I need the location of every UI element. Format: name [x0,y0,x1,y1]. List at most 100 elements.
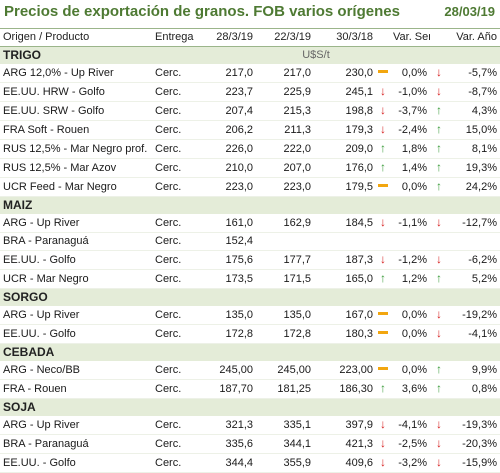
price-current: 135,0 [208,306,256,325]
price-week-ago: 215,3 [256,101,314,121]
arrow-up-icon: ↑ [436,362,442,376]
arrow-up-icon: ↑ [436,271,442,285]
weekly-trend-indicator-cell: ↑ [430,361,448,380]
yearly-change: -5,7% [448,64,500,83]
weekly-change: -2,4% [390,120,430,140]
table-row: RUS 12,5% - Mar Azov Cerc. 210,0 207,0 176,0… [0,158,500,178]
weekly-change: -1,1% [390,214,430,233]
price-year-ago: 176,0 [314,158,376,178]
price-year-ago: 223,00 [314,361,376,380]
table-row: EE.UU. - Golfo Cerc. 172,8 172,8 180,3 0,0% ↓ -… [0,324,500,344]
price-year-ago: 184,5 [314,214,376,233]
weekly-change: 3,6% [390,379,430,399]
weekly-change: 1,4% [390,158,430,178]
yearly-change: -20,3% [448,434,500,454]
unchanged-dash-icon [378,331,388,335]
col-header-date2: 22/3/19 [256,28,314,47]
price-year-ago: 179,3 [314,120,376,140]
product-name: BRA - Paranaguá [0,232,152,251]
weekly-change: -4,1% [390,416,430,435]
table-row: UCR - Mar Negro Cerc. 173,5 171,5 165,0 ↑ 1,2%… [0,269,500,289]
price-year-ago: 179,5 [314,177,376,197]
yearly-change: -8,7% [448,82,500,102]
year-price-indicator-cell [376,361,390,380]
weekly-trend-indicator-cell: ↑ [430,101,448,121]
table-row: BRA - Paranaguá Cerc. 152,4 [0,232,500,251]
price-week-ago: 211,3 [256,120,314,140]
arrow-down-icon: ↓ [436,417,442,431]
table-row: EE.UU. - Golfo Cerc. 175,6 177,7 187,3 ↓ -1,2%… [0,250,500,270]
delivery: Cerc. [152,416,208,435]
product-name: FRA - Rouen [0,379,152,399]
table-row: ARG 12,0% - Up River Cerc. 217,0 217,0 230,0… [0,64,500,83]
arrow-down-icon: ↓ [380,417,386,431]
section-filler [376,196,500,214]
arrow-up-icon: ↑ [436,141,442,155]
price-year-ago [314,232,376,251]
yearly-change: -15,9% [448,453,500,473]
price-week-ago: 171,5 [256,269,314,289]
price-current: 187,70 [208,379,256,399]
product-name: EE.UU. SRW - Golfo [0,101,152,121]
unchanged-dash-icon [378,367,388,371]
weekly-trend-indicator-cell: ↓ [430,324,448,344]
col-header-date3: 30/3/18 [314,28,376,47]
report-date: 28/03/19 [444,4,495,19]
price-current: 172,8 [208,324,256,344]
arrow-down-icon: ↓ [436,436,442,450]
product-name: BRA - Paranaguá [0,434,152,454]
year-price-indicator-cell: ↑ [376,139,390,159]
table-row: RUS 12,5% - Mar Negro prof. Cerc. 226,0 222… [0,139,500,159]
section-filler [376,343,500,361]
arrow-down-icon: ↓ [436,215,442,229]
table-row: UCR Feed - Mar Negro Cerc. 223,0 223,0 179,5… [0,177,500,197]
delivery: Cerc. [152,139,208,159]
yearly-change: -19,3% [448,416,500,435]
price-week-ago: 225,9 [256,82,314,102]
table-row: EE.UU. HRW - Golfo Cerc. 223,7 225,9 245,1 ↓ -… [0,82,500,102]
price-year-ago: 409,6 [314,453,376,473]
weekly-trend-indicator-cell: ↑ [430,120,448,140]
year-price-indicator-cell: ↓ [376,416,390,435]
section-filler [376,46,500,64]
weekly-trend-indicator-cell: ↓ [430,416,448,435]
section-title: SORGO [0,288,256,306]
arrow-down-icon: ↓ [436,84,442,98]
unit-label [256,343,376,361]
price-current: 226,0 [208,139,256,159]
delivery: Cerc. [152,306,208,325]
weekly-trend-indicator-cell: ↓ [430,64,448,83]
delivery: Cerc. [152,101,208,121]
price-year-ago: 167,0 [314,306,376,325]
price-week-ago: 223,0 [256,177,314,197]
price-week-ago: 135,0 [256,306,314,325]
price-week-ago: 177,7 [256,250,314,270]
product-name: EE.UU. - Golfo [0,324,152,344]
price-week-ago: 207,0 [256,158,314,178]
yearly-change: 8,1% [448,139,500,159]
weekly-trend-indicator-cell: ↓ [430,453,448,473]
delivery: Cerc. [152,82,208,102]
price-current: 335,6 [208,434,256,454]
price-current: 321,3 [208,416,256,435]
delivery: Cerc. [152,453,208,473]
price-current: 223,0 [208,177,256,197]
yearly-change: 19,3% [448,158,500,178]
price-current: 175,6 [208,250,256,270]
product-name: ARG - Neco/BB [0,361,152,380]
weekly-trend-indicator-cell: ↓ [430,434,448,454]
product-name: EE.UU. HRW - Golfo [0,82,152,102]
price-week-ago: 172,8 [256,324,314,344]
unit-label: U$S/t [256,46,376,64]
arrow-down-icon: ↓ [380,122,386,136]
price-week-ago: 245,00 [256,361,314,380]
table-row: ARG - Up River Cerc. 321,3 335,1 397,9 ↓ -4,1%… [0,416,500,435]
weekly-change: 1,2% [390,269,430,289]
year-price-indicator-cell [376,177,390,197]
arrow-up-icon: ↑ [436,179,442,193]
table-row: BRA - Paranaguá Cerc. 335,6 344,1 421,3 ↓ -2,5… [0,434,500,454]
weekly-change: -2,5% [390,434,430,454]
product-name: ARG 12,0% - Up River [0,64,152,83]
arrow-down-icon: ↓ [436,252,442,266]
price-current: 206,2 [208,120,256,140]
